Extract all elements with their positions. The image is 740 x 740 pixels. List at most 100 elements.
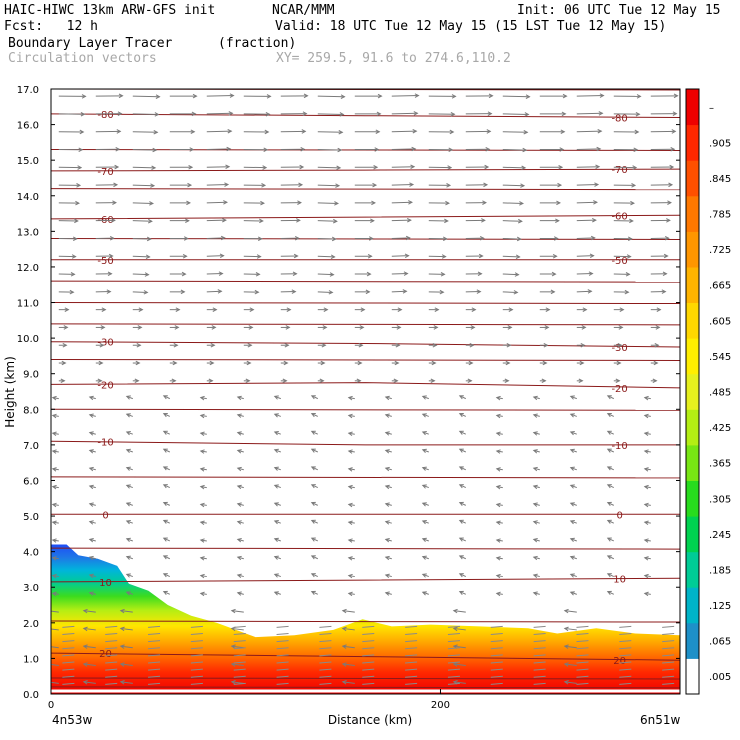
vector-arrow — [317, 149, 342, 151]
vector-arrowhead — [532, 449, 538, 454]
vector-arrowhead — [245, 378, 251, 384]
vector-arrowhead — [384, 431, 390, 436]
vector-arrowhead — [209, 360, 215, 366]
vector-arrow — [490, 682, 503, 685]
vector-arrowhead — [643, 556, 649, 561]
vector-arrowhead — [310, 413, 316, 418]
vector-arrowhead — [562, 93, 568, 99]
vector-arrowhead — [643, 467, 649, 472]
vector-arrowhead — [257, 236, 263, 241]
vector-arrow — [391, 219, 411, 222]
vector-arrowhead — [301, 129, 307, 134]
vector-arrowhead — [69, 289, 75, 295]
vector-arrowhead — [297, 200, 302, 205]
vector-arrowhead — [666, 218, 671, 223]
vector-arrowhead — [504, 378, 510, 384]
contour-line — [51, 652, 680, 661]
colorbar-label: .545 — [709, 352, 731, 363]
vector-arrowhead — [186, 200, 191, 206]
vector-arrow — [132, 255, 150, 258]
vector-arrow — [576, 654, 589, 657]
vector-arrowhead — [371, 200, 376, 206]
vector-arrowhead — [643, 449, 649, 454]
vector-arrow — [362, 654, 375, 657]
vector-arrowhead — [430, 378, 436, 384]
vector-arrow — [405, 640, 418, 643]
model-title: HAIC-HIWC 13km ARW-GFS init — [4, 3, 216, 18]
vector-arrowhead — [137, 325, 143, 330]
vector-arrowhead — [236, 591, 242, 596]
vector-arrowhead — [373, 165, 379, 170]
vector-arrow — [317, 291, 333, 293]
init-time: Init: 06 UTC Tue 12 May 15 — [517, 3, 721, 18]
vector-arrowhead — [111, 218, 116, 223]
vector-arrowhead — [321, 342, 327, 348]
vector-arrow — [148, 625, 161, 628]
vector-arrowhead — [360, 307, 366, 312]
vector-arrowhead — [310, 590, 316, 596]
vector-arrowhead — [374, 147, 380, 152]
vector-arrowhead — [341, 626, 347, 632]
vector-arrow — [405, 675, 418, 678]
vector-arrowhead — [421, 448, 427, 454]
vector-arrowhead — [335, 183, 341, 188]
vector-arrow — [533, 625, 546, 628]
vector-arrowhead — [199, 573, 205, 579]
vector-arrow — [206, 183, 229, 186]
vector-arrowhead — [477, 271, 483, 277]
vector-arrow — [576, 148, 601, 150]
vector-arrow — [490, 668, 503, 671]
contour-line — [51, 686, 680, 689]
vector-arrowhead — [230, 680, 236, 685]
vector-arrowhead — [273, 537, 279, 543]
y-tick-label: 4.0 — [23, 548, 39, 559]
vector-arrowhead — [558, 165, 564, 170]
x-right-endpoint: 6n51w — [640, 713, 681, 727]
vector-arrow — [576, 682, 589, 685]
vector-arrow — [206, 290, 222, 293]
vector-arrowhead — [285, 325, 291, 330]
vector-arrowhead — [51, 556, 57, 561]
vector-arrow — [148, 647, 161, 650]
vector-arrow — [190, 647, 203, 650]
vector-arrowhead — [261, 183, 267, 188]
colorbar-label: .605 — [709, 316, 731, 327]
vector-arrow — [405, 633, 418, 635]
vector-arrow — [490, 633, 503, 635]
colorbar-swatch — [686, 302, 699, 339]
colorbar-label: .245 — [709, 530, 731, 541]
vector-arrow — [619, 675, 632, 678]
vector-arrowhead — [106, 289, 112, 294]
vector-arrow — [319, 625, 332, 628]
vector-arrowhead — [82, 644, 88, 649]
vector-arrowhead — [409, 182, 415, 187]
vector-arrowhead — [162, 413, 168, 418]
vector-arrowhead — [101, 307, 107, 312]
vector-arrow — [51, 681, 59, 684]
vector-arrowhead — [541, 378, 547, 384]
y-tick-label: 15.0 — [17, 156, 39, 167]
y-axis-ticks: 0.0 1.0 2.0 3.0 4.0 5.0 6.0 7.0 8.0 9.0 10.0 11.0 12… — [17, 85, 680, 701]
vector-arrowhead — [162, 448, 168, 453]
vector-arrow — [62, 625, 75, 628]
vector-arrowhead — [336, 165, 342, 171]
y-tick-label: 17.0 — [17, 85, 39, 96]
vector-arrowhead — [181, 271, 187, 277]
vector-arrowhead — [341, 680, 347, 685]
vector-arrow — [619, 668, 632, 671]
circulation-vectors — [51, 93, 679, 685]
vector-arrowhead — [532, 395, 538, 401]
vector-arrow — [105, 668, 118, 671]
vector-arrowhead — [384, 484, 390, 490]
y-tick-label: 5.0 — [23, 512, 39, 523]
vector-arrowhead — [81, 94, 87, 99]
vector-arrow — [502, 131, 528, 133]
vector-arrowhead — [452, 626, 458, 632]
vector-arrow — [490, 625, 503, 628]
vector-arrow — [62, 647, 75, 650]
vector-arrowhead — [64, 307, 70, 312]
vector-arrowhead — [125, 413, 131, 418]
vector-arrowhead — [310, 448, 316, 453]
vector-arrowhead — [82, 662, 88, 667]
